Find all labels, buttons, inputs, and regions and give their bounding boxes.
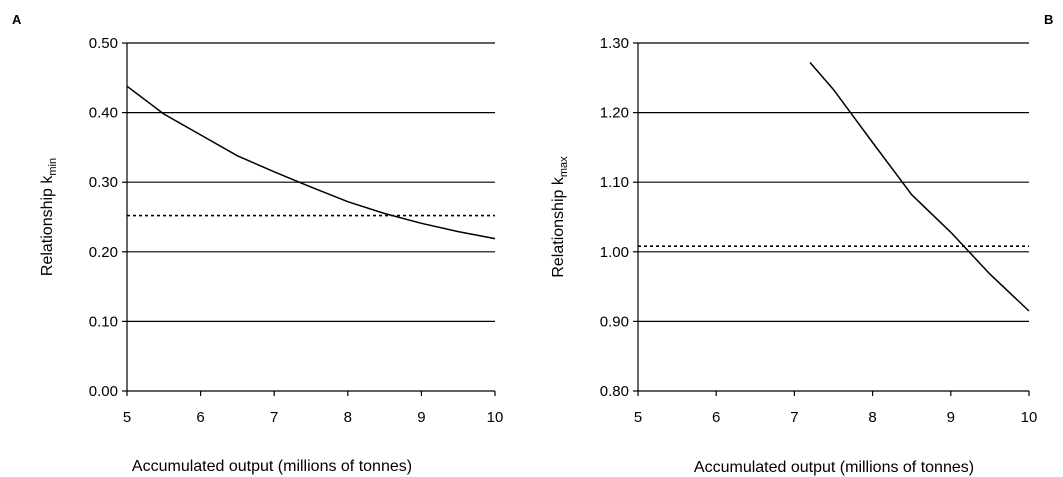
y-tick-label: 0.90: [600, 313, 629, 330]
y-tick-label: 0.80: [600, 383, 629, 400]
x-axis-title: Accumulated output (millions of tonnes): [132, 458, 412, 475]
x-tick-label: 7: [790, 409, 798, 426]
y-tick-label: 1.30: [600, 35, 629, 52]
x-tick-label: 8: [868, 409, 876, 426]
y-axis-title: Relationship kmin: [39, 158, 59, 276]
y-axis-title-subscript: max: [558, 156, 570, 177]
y-tick-label: 0.50: [89, 35, 118, 52]
y-tick-label: 1.10: [600, 174, 629, 191]
x-tick-label: 5: [634, 409, 642, 426]
y-tick-label: 0.30: [89, 174, 118, 191]
x-tick-label: 7: [270, 409, 278, 426]
x-tick-label: 6: [712, 409, 720, 426]
y-tick-label: 0.10: [89, 313, 118, 330]
y-axis-title: Relationship kmax: [550, 156, 570, 278]
y-tick-label: 0.00: [89, 383, 118, 400]
x-tick-label: 8: [344, 409, 352, 426]
series-line: [126, 85, 496, 240]
y-axis-title-main: Relationship k: [39, 175, 56, 277]
x-tick-label: 5: [123, 409, 131, 426]
panel-label: B: [1044, 12, 1053, 27]
panel-a: A 0.00 0.10 0.20 0.30 0.40 0.50 5 6 7 8 9 10 Accumula…: [12, 12, 503, 475]
y-tick-label: 0.40: [89, 105, 118, 122]
series-line: [809, 62, 1030, 312]
x-tick-label: 6: [196, 409, 204, 426]
x-tick-label: 9: [947, 409, 955, 426]
y-axis-title-main: Relationship k: [550, 176, 567, 278]
panel-b: B 0.80 0.90 1.00 1.10 1.20 1.30 5 6 7 8 9 10 Accumula…: [550, 12, 1053, 476]
y-axis-title-subscript: min: [47, 158, 59, 176]
x-tick-label: 10: [487, 409, 504, 426]
x-axis-title: Accumulated output (millions of tonnes): [694, 459, 974, 476]
y-tick-label: 0.20: [89, 244, 118, 261]
y-tick-label: 1.00: [600, 244, 629, 261]
x-tick-label: 10: [1021, 409, 1038, 426]
y-tick-label: 1.20: [600, 105, 629, 122]
x-tick-label: 9: [417, 409, 425, 426]
panel-label: A: [12, 12, 22, 27]
